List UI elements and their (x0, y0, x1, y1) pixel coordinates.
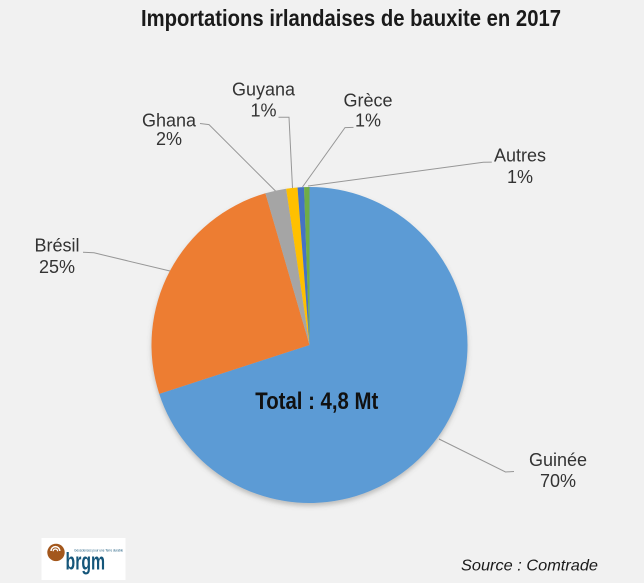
svg-text:Guinée: Guinée (529, 450, 587, 470)
svg-text:Ghana: Ghana (142, 111, 197, 131)
svg-text:Total : 4,8 Mt: Total : 4,8 Mt (255, 388, 378, 415)
svg-text:2%: 2% (156, 129, 182, 149)
svg-text:brgm: brgm (66, 549, 106, 576)
svg-text:Source : Comtrade: Source : Comtrade (461, 558, 598, 575)
svg-text:Autres: Autres (494, 146, 546, 166)
svg-text:25%: 25% (39, 257, 75, 277)
svg-text:1%: 1% (507, 167, 533, 187)
svg-text:1%: 1% (250, 100, 276, 120)
svg-text:1%: 1% (355, 110, 381, 130)
svg-text:70%: 70% (540, 471, 576, 491)
svg-text:Importations irlandaises de ba: Importations irlandaises de bauxite en 2… (141, 5, 561, 31)
svg-text:Brésil: Brésil (34, 236, 79, 256)
svg-text:Géosciences pour une Terre dur: Géosciences pour une Terre durable (74, 549, 123, 553)
svg-text:Guyana: Guyana (232, 79, 296, 99)
svg-text:Grèce: Grèce (343, 90, 392, 110)
